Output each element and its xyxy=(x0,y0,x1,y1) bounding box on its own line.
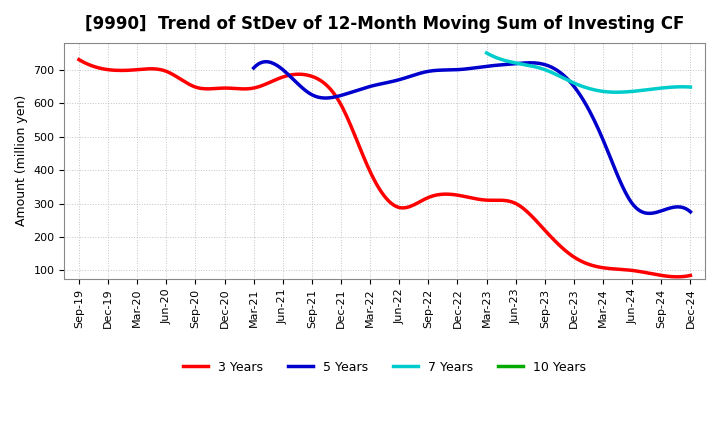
Title: [9990]  Trend of StDev of 12-Month Moving Sum of Investing CF: [9990] Trend of StDev of 12-Month Moving… xyxy=(85,15,685,33)
Y-axis label: Amount (million yen): Amount (million yen) xyxy=(15,95,28,227)
Legend: 3 Years, 5 Years, 7 Years, 10 Years: 3 Years, 5 Years, 7 Years, 10 Years xyxy=(178,356,591,379)
